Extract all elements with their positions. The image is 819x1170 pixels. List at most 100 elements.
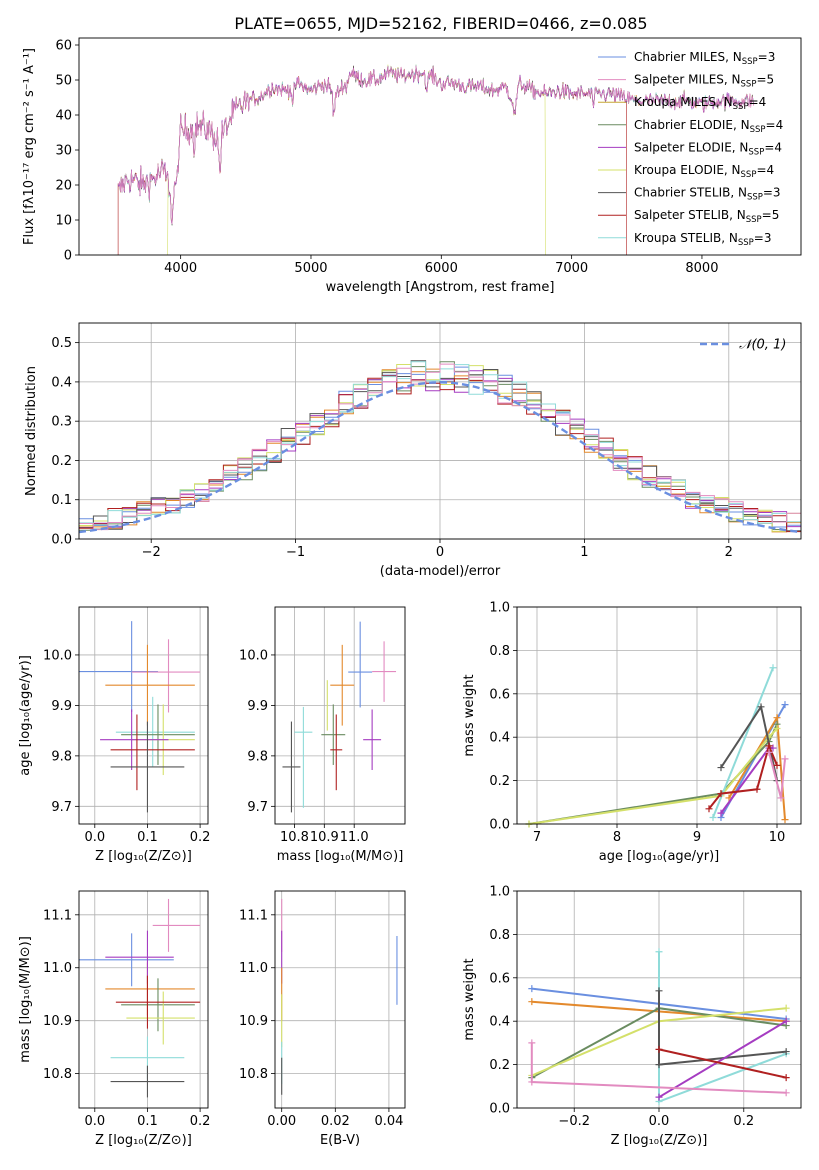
y-tick-label: 9.7 — [51, 800, 72, 815]
x-axis-label: mass [log₁₀(M/M⊙)] — [277, 849, 404, 864]
spectrum-panel: 4000 5000 6000 7000 8000 0 10 20 30 40 50 60 wavelen… — [22, 37, 802, 295]
weight-point-marker — [655, 1061, 663, 1069]
x-tick-label: 4000 — [164, 261, 197, 276]
axes-frame — [516, 606, 802, 825]
x-tick-label: 0.1 — [137, 1114, 158, 1129]
x-axis-label: age [log₁₀(age/yr)] — [599, 849, 720, 864]
x-axis-label: (data-model)/error — [380, 564, 501, 579]
y-tick-label: 9.9 — [51, 699, 72, 714]
y-tick-label: 10.8 — [239, 1067, 268, 1082]
legend-entry: Kroupa ELODIE, NSSP=4 — [634, 163, 774, 180]
mass-vs-reddening-panel: 0.00 0.02 0.04 10.8 10.9 11.0 11.1 E(B-V) — [239, 890, 406, 1148]
age-vs-mass-panel: 10.8 10.9 11.0 9.7 9.8 9.9 10.0 mass [log₁₀(M/M… — [239, 606, 406, 864]
weight-point-marker — [709, 813, 717, 821]
weight-point-marker — [777, 794, 785, 802]
y-tick-label: 1.0 — [489, 601, 510, 616]
y-tick-label: 10 — [55, 214, 72, 229]
axes-frame — [78, 606, 209, 825]
y-axis-label: Flux [fλ10⁻¹⁷ erg cm⁻² s⁻¹ A⁻¹] — [22, 48, 37, 245]
legend-entry: Salpeter ELODIE, NSSP=4 — [634, 140, 782, 157]
weight-point-marker — [773, 714, 781, 722]
legend-entry: Kroupa STELIB, NSSP=3 — [634, 231, 772, 248]
x-axis-label: Z [log₁₀(Z/Z⊙)] — [95, 1133, 192, 1148]
x-tick-label: 0.1 — [137, 830, 158, 845]
axes-frame — [78, 37, 802, 256]
axes-frame — [78, 322, 802, 540]
weight-point-marker — [655, 948, 663, 956]
y-tick-label: 10.9 — [239, 1014, 268, 1029]
y-tick-label: 0.2 — [489, 1058, 510, 1073]
weight-point-marker — [765, 748, 773, 756]
weight-point-marker — [782, 1004, 790, 1012]
axes-frame — [274, 890, 406, 1109]
residual-histogram-step — [79, 361, 801, 526]
y-tick-label: 1.0 — [489, 885, 510, 900]
y-tick-label: 50 — [55, 74, 72, 89]
y-axis-label: age [log₁₀(age/yr)] — [18, 655, 33, 776]
x-axis-label: E(B-V) — [320, 1133, 360, 1148]
y-tick-label: 0.4 — [51, 375, 72, 390]
y-tick-label: 30 — [55, 144, 72, 159]
weight-series-line — [658, 1048, 787, 1079]
x-tick-label: −1 — [286, 545, 305, 560]
y-axis-label: mass weight — [462, 958, 477, 1040]
legend-entry: Chabrier STELIB, NSSP=3 — [634, 186, 781, 203]
weight-series-line — [528, 727, 778, 825]
weight-point-marker — [717, 790, 725, 798]
x-axis-label: wavelength [Angstrom, rest frame] — [326, 280, 555, 295]
y-tick-label: 11.1 — [43, 908, 72, 923]
y-tick-label: 11.0 — [239, 961, 268, 976]
x-tick-label: 0.2 — [190, 1114, 211, 1129]
legend-entry: Salpeter STELIB, NSSP=5 — [634, 208, 779, 225]
weight-point-marker — [757, 703, 765, 711]
y-tick-label: 11.1 — [239, 908, 268, 923]
weight-point-marker — [717, 764, 725, 772]
y-tick-label: 11.0 — [43, 961, 72, 976]
weight-vs-metallicity-panel: −0.2 0.0 0.2 0.0 0.2 0.4 0.6 0.8 1.0 Z [log₁₀(Z/Z… — [462, 885, 802, 1148]
y-tick-label: 9.8 — [247, 749, 268, 764]
x-tick-label: 7000 — [555, 261, 588, 276]
y-tick-label: 0.2 — [489, 774, 510, 789]
x-tick-label: 0.0 — [649, 1114, 670, 1129]
mass-vs-metallicity-panel: 0.0 0.1 0.2 10.8 10.9 11.0 11.1 Z [log₁₀(Z/Z⊙)]… — [18, 890, 211, 1148]
y-tick-label: 0 — [64, 249, 72, 264]
y-tick-label: 0.1 — [51, 493, 72, 508]
weight-point-marker — [655, 1093, 663, 1101]
weight-point-marker — [773, 761, 781, 769]
weight-series-line — [658, 951, 787, 1103]
normal-reference-curve — [78, 381, 802, 534]
age-vs-metallicity-panel: 0.0 0.1 0.2 9.7 9.8 9.9 10.0 Z [log₁₀(Z/Z⊙)] age… — [18, 606, 210, 864]
legend-entry: Salpeter MILES, NSSP=5 — [634, 73, 774, 90]
x-tick-label: 0.0 — [84, 830, 105, 845]
y-axis-label: Normed distribution — [24, 366, 39, 496]
weight-point-marker — [655, 987, 663, 995]
weight-point-marker — [782, 1074, 790, 1082]
weight-point-marker — [782, 1017, 790, 1025]
weight-point-marker — [781, 701, 789, 709]
x-axis-label: Z [log₁₀(Z/Z⊙)] — [95, 849, 192, 864]
residuals-panel: −2 −1 0 1 2 0.0 0.1 0.2 0.3 0.4 0.5 (data-model)/er… — [24, 322, 802, 579]
x-tick-label: 0.04 — [374, 1114, 403, 1129]
x-tick-label: 0 — [436, 545, 444, 560]
y-axis-label: mass [log₁₀(M/M⊙)] — [18, 936, 33, 1063]
y-tick-label: 10.0 — [239, 648, 268, 663]
axes-frame — [78, 890, 209, 1109]
x-tick-label: −0.2 — [558, 1114, 590, 1129]
y-tick-label: 0.4 — [489, 731, 510, 746]
y-tick-label: 0.4 — [489, 1015, 510, 1030]
y-tick-label: 0.0 — [51, 533, 72, 548]
spectrum-model-line — [117, 65, 627, 255]
x-tick-label: 5000 — [294, 261, 327, 276]
y-tick-label: 60 — [55, 39, 72, 54]
x-tick-label: 1 — [580, 545, 588, 560]
residual-histogram-step — [79, 363, 801, 531]
y-tick-label: 0.2 — [51, 454, 72, 469]
x-tick-label: 10 — [769, 830, 786, 845]
x-tick-label: −2 — [142, 545, 161, 560]
y-tick-label: 20 — [55, 179, 72, 194]
weight-series-line — [658, 1020, 787, 1099]
weight-point-marker — [753, 785, 761, 793]
weight-point-marker — [528, 998, 536, 1006]
x-tick-label: 6000 — [425, 261, 458, 276]
